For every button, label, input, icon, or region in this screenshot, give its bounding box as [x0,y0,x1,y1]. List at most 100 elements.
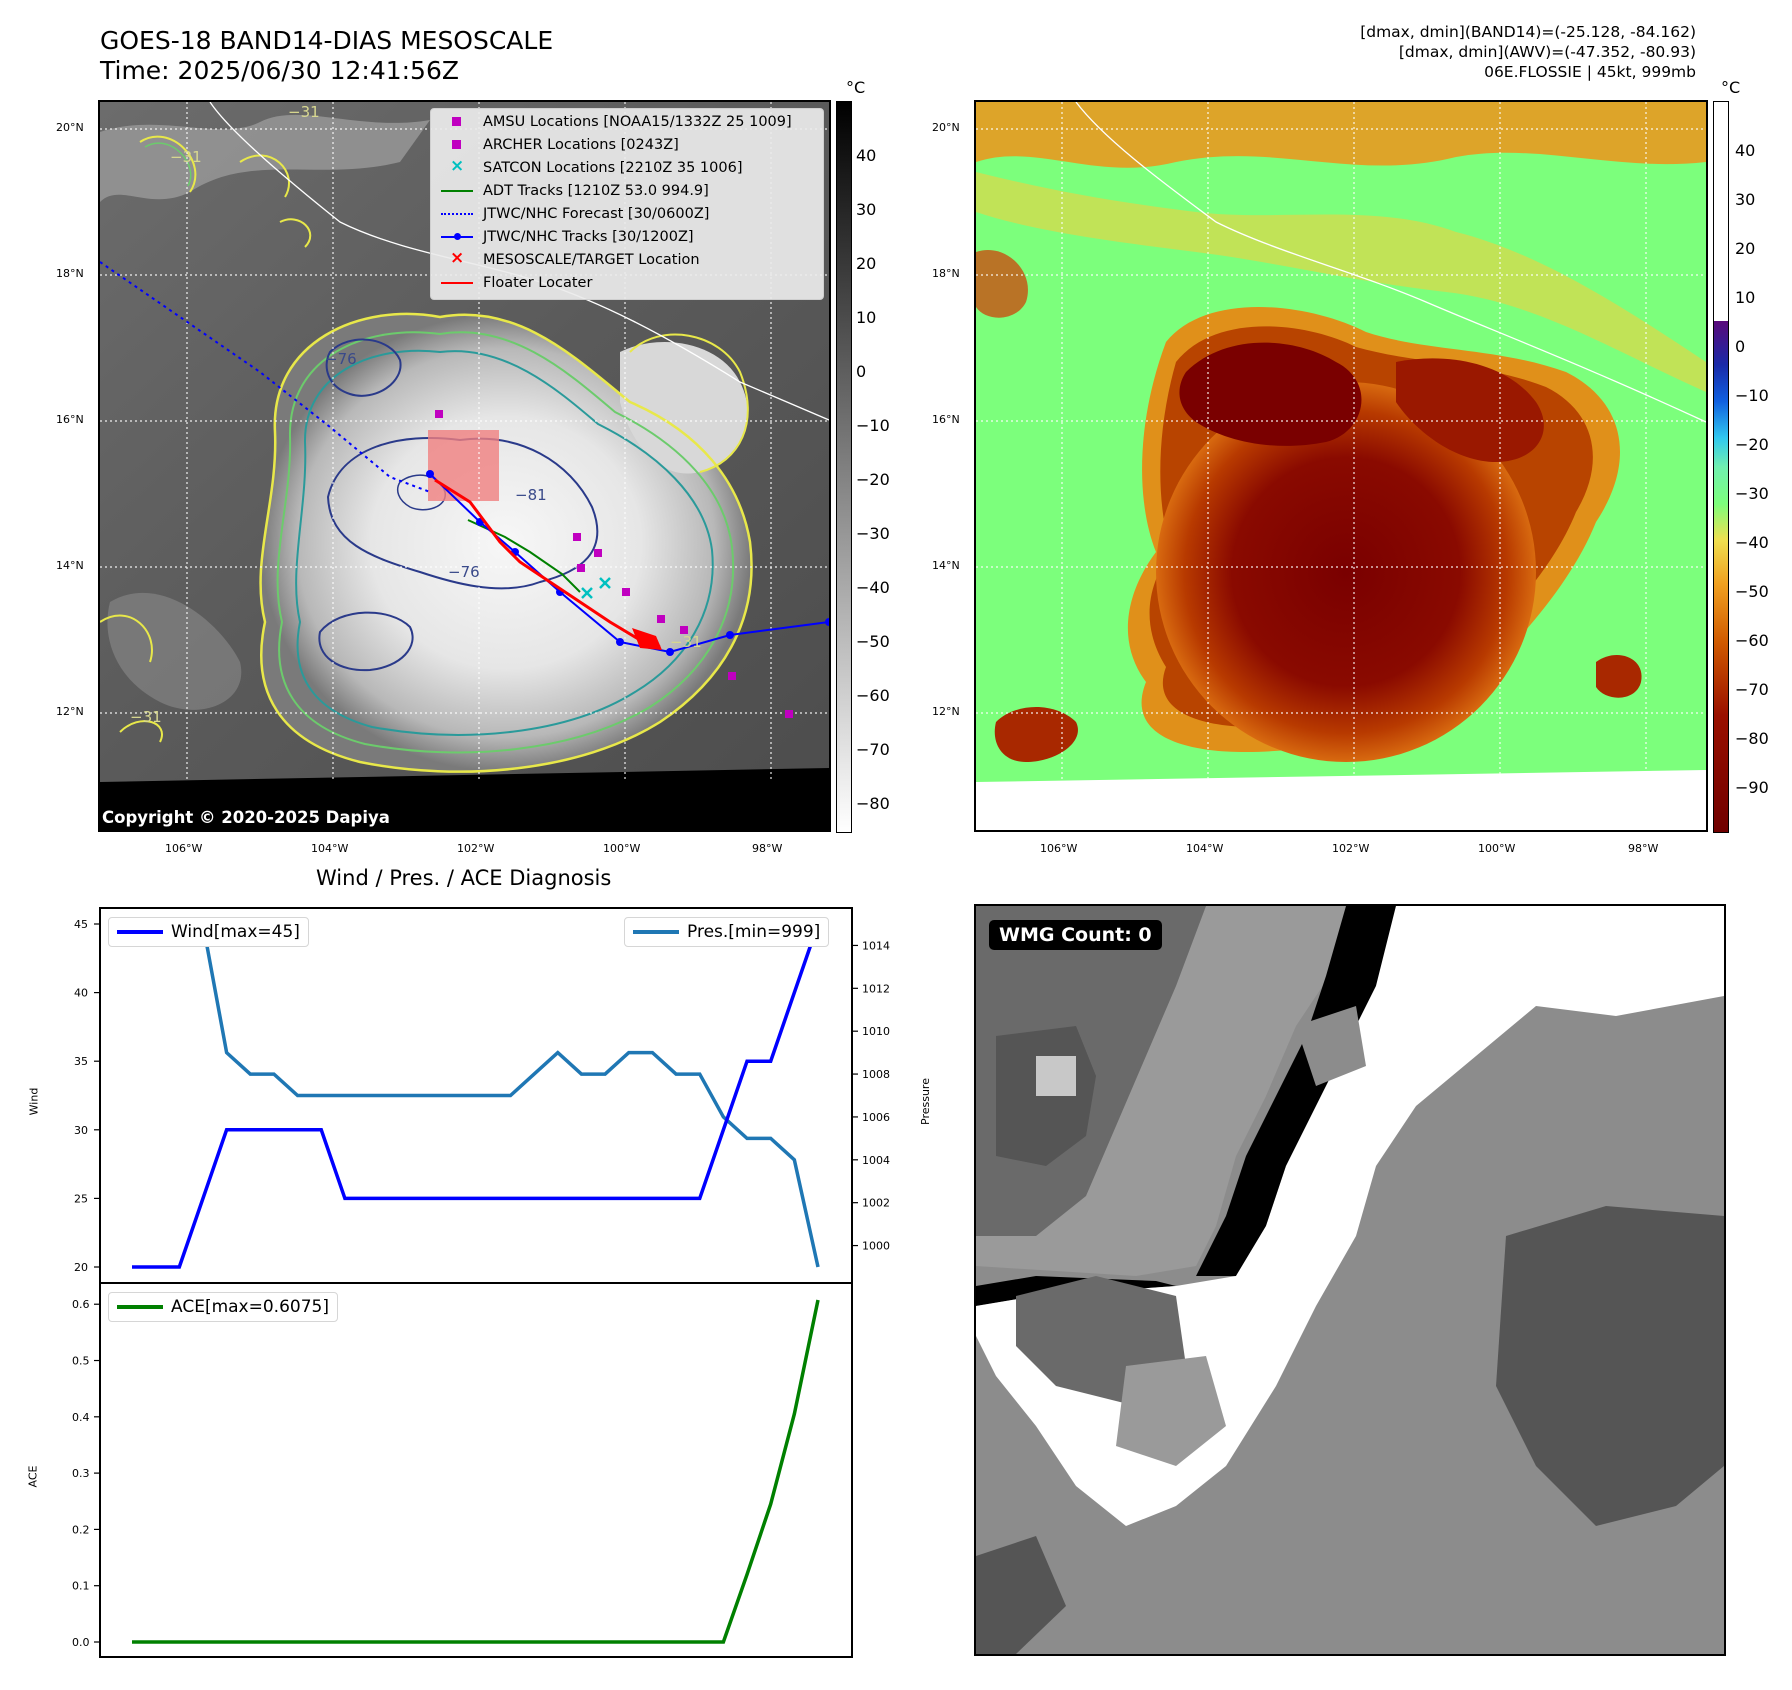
lon-label: 100°W [603,842,641,855]
lon-label: 102°W [457,842,495,855]
pressure-line-icon [633,930,679,934]
lat-label: 20°N [932,121,960,134]
contour-label: −76 [325,350,357,368]
wind-line-icon [117,930,163,934]
colorbar-tick: −30 [1735,484,1769,503]
colorbar-tick: −70 [1735,680,1769,699]
colorbar-tick: −80 [856,794,890,813]
wind-ytick-label: 30 [74,1124,88,1137]
lat-label: 14°N [56,559,84,572]
pressure-ytick-label: 1012 [862,982,890,995]
wind-series-line [132,923,820,1269]
info-storm: 06E.FLOSSIE | 45kt, 999mb [1484,63,1696,81]
colorbar-tick: −30 [856,524,890,543]
legend-item-tracks: JTWC/NHC Tracks [30/1200Z] [439,226,694,248]
pressure-ytick-label: 1010 [862,1025,890,1038]
contour-label: −31 [130,708,162,726]
wind-ytick-label: 45 [74,918,88,931]
colorbar-tick: 10 [856,308,877,327]
colorbar-tick: 40 [856,146,877,165]
ir-colorbar [836,101,852,833]
wmg-count-badge: WMG Count: 0 [989,920,1162,950]
contour-label: −31 [170,148,202,166]
legend-item-floater: Floater Locater [439,272,592,294]
legend-item-mesoscale: × MESOSCALE/TARGET Location [450,248,700,268]
awv-satellite-panel [974,100,1708,832]
lat-label: 18°N [932,267,960,280]
colorbar-tick: 40 [1735,141,1756,160]
figure-time: Time: 2025/06/30 12:41:56Z [100,56,459,85]
colorbar-tick: −60 [1735,631,1769,650]
lon-label: 104°W [1186,842,1224,855]
contour-label: −31 [288,103,320,121]
ace-ytick-label: 0.0 [72,1636,90,1649]
legend-item-forecast: JTWC/NHC Forecast [30/0600Z] [439,203,709,225]
colorbar-tick: −50 [1735,582,1769,601]
colorbar-unit: °C [1721,78,1741,97]
ace-legend: ACE[max=0.6075] [108,1292,338,1322]
pressure-ytick-label: 1006 [862,1111,890,1124]
wind-ytick-label: 20 [74,1261,88,1274]
pressure-ytick-label: 1002 [862,1197,890,1210]
colorbar-tick: 30 [856,200,877,219]
ace-ytick-label: 0.1 [72,1580,90,1593]
pressure-ytick-label: 1014 [862,939,890,952]
ace-series-line [132,1299,820,1644]
square-marker-icon [452,140,461,149]
lat-label: 12°N [56,705,84,718]
copyright-notice: Copyright © 2020-2025 Dapiya [102,808,390,827]
dotted-line-icon [441,213,473,215]
colorbar-tick: 0 [856,362,867,381]
legend-item-archer: ARCHER Locations [0243Z] [439,134,679,156]
colorbar-tick: −40 [856,578,890,597]
lat-label: 14°N [932,559,960,572]
pressure-series-line [132,922,820,1268]
ir-legend: AMSU Locations [NOAA15/1332Z 25 1009] AR… [430,108,824,300]
lon-label: 106°W [165,842,203,855]
lat-label: 18°N [56,267,84,280]
diagnosis-chart: 20 25 30 35 40 45 1000 1002 1004 1006 1008 1010 101… [72,907,890,1658]
line-marker-icon [441,282,473,284]
pressure-legend: Pres.[min=999] [624,917,830,947]
colorbar-tick: −10 [1735,386,1769,405]
colorbar-tick: −80 [1735,729,1769,748]
colorbar-tick: −50 [856,632,890,651]
square-marker-icon [452,117,461,126]
wmg-panel [974,904,1726,1656]
contour-label: −76 [448,563,480,581]
lon-label: 106°W [1040,842,1078,855]
ace-ytick-label: 0.3 [72,1467,90,1480]
lat-label: 12°N [932,705,960,718]
colorbar-tick: −20 [856,470,890,489]
wind-ytick-label: 25 [74,1192,88,1205]
ace-axis-label: ACE [26,1465,40,1488]
legend-item-satcon: × SATCON Locations [2210Z 35 1006] [450,156,743,176]
colorbar-tick: 0 [1735,337,1746,356]
lat-label: 20°N [56,121,84,134]
colorbar-tick: 20 [1735,239,1756,258]
contour-label: −31 [670,633,702,651]
colorbar-tick: −60 [856,686,890,705]
info-band14-range: [dmax, dmin](BAND14)=(-25.128, -84.162) [1360,23,1696,41]
colorbar-tick: −20 [1735,435,1769,454]
ace-ytick-label: 0.4 [72,1411,90,1424]
pressure-ytick-label: 1004 [862,1154,890,1167]
colorbar-tick: −70 [856,740,890,759]
lon-label: 100°W [1478,842,1516,855]
ace-line-icon [117,1305,163,1309]
wind-ytick-label: 40 [74,987,88,1000]
x-marker-icon: × [450,156,465,176]
wmg-image [976,906,1724,1654]
wind-legend: Wind[max=45] [108,917,309,947]
colorbar-tick: −40 [1735,533,1769,552]
diagnosis-title: Wind / Pres. / ACE Diagnosis [316,866,612,890]
contour-label: −81 [515,486,547,504]
lon-label: 98°W [752,842,783,855]
wind-axis-label: Wind [27,1087,41,1116]
lat-label: 16°N [932,413,960,426]
colorbar-tick: 20 [856,254,877,273]
figure-title: GOES-18 BAND14-DIAS MESOSCALE [100,26,554,55]
colorbar-tick: 10 [1735,288,1756,307]
wind-ytick-label: 35 [74,1055,88,1068]
pressure-ytick-label: 1008 [862,1068,890,1081]
